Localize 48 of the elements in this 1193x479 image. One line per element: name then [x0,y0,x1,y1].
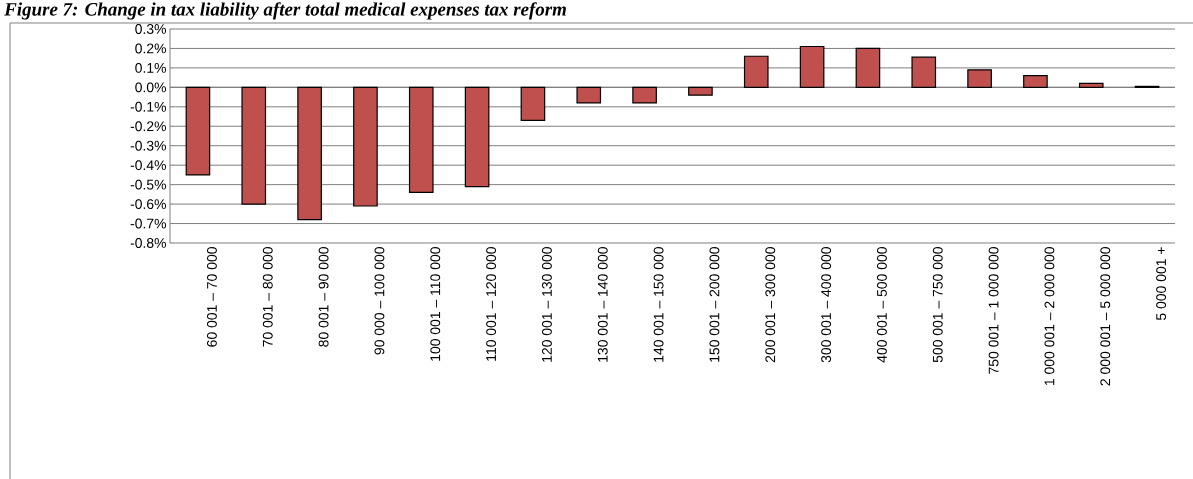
y-tick-label: -0.5% [130,179,166,190]
bar [353,86,378,207]
chart-title: Figure 7: Change in tax liability after total medical expenses tax reform [4,2,566,20]
bar [743,55,769,88]
bar [799,45,825,88]
bar [911,56,937,88]
bar [1023,75,1048,88]
x-tick-label: 120 001 – 130 000 [541,247,552,362]
x-tick-label: 110 001 – 120 000 [486,247,497,361]
y-tick-label: -0.1% [130,101,166,112]
x-tick-label: 90 000 – 100 000 [374,247,385,355]
x-tick-label: 1 000 001 – 2 000 000 [1044,247,1055,386]
x-tick-label: 130 001 – 140 000 [597,247,608,362]
x-tick-label: 150 001 – 200 000 [709,247,720,362]
bar [1078,82,1104,88]
bar [297,86,322,221]
y-tick-label: -0.3% [130,140,166,151]
y-tick-label: -0.8% [130,238,166,248]
y-tick-label: 0.2% [135,43,166,54]
x-tick-label: 60 001 – 70 000 [206,247,217,347]
bar [576,86,602,104]
x-tick-label: 70 001 – 80 000 [262,247,273,347]
bar [632,86,657,104]
bar [688,86,713,96]
x-tick-label: 140 001 – 150 000 [653,247,664,362]
y-tick-label: -0.6% [130,199,166,210]
x-tick-label: 5 000 001 + [1156,247,1167,321]
y-tick-label: 0.1% [135,62,166,73]
x-tick-label: 80 001 – 90 000 [318,247,329,347]
bar [855,47,881,88]
x-tick-label: 400 001 – 500 000 [876,247,887,363]
x-tick-label: 200 001 – 300 000 [765,247,776,363]
bar [185,86,211,176]
bar [520,86,546,122]
bar [967,69,992,88]
x-tick-label: 500 001 – 750 000 [932,247,943,363]
y-tick-label: -0.7% [130,218,166,229]
y-tick-label: -0.4% [130,160,166,171]
x-tick-label: 100 001 – 110 000 [430,247,441,361]
bar [241,86,267,205]
bar [464,86,490,188]
y-tick-label: -0.2% [130,121,166,132]
x-tick-label: 300 001 – 400 000 [821,247,832,363]
x-tick-label: 750 001 – 1 000 000 [988,247,999,374]
bar [408,86,434,194]
x-tick-label: 2 000 001 – 5 000 000 [1100,247,1111,386]
y-tick-label: 0.0% [135,82,166,93]
y-tick-label: 0.3% [135,24,166,34]
